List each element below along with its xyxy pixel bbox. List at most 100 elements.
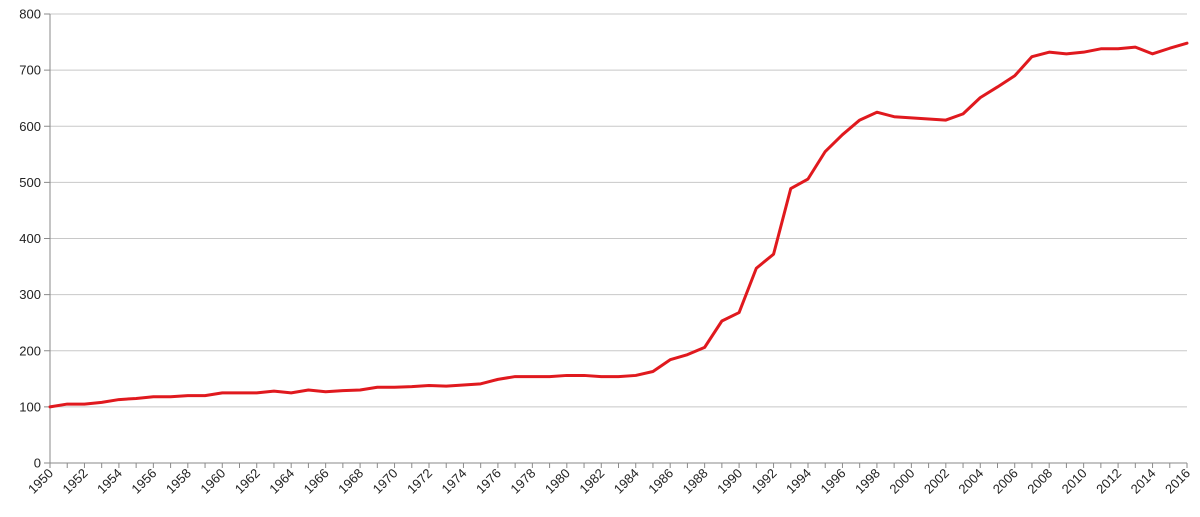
data-point [858,119,861,122]
x-tick-label: 1958 [163,466,194,497]
data-point [479,382,482,385]
x-tick-label: 1960 [197,466,228,497]
gridlines [50,13,1187,408]
x-tick-label: 2010 [1059,466,1090,497]
x-tick-label: 1996 [818,466,849,497]
data-point [410,385,413,388]
data-point [1030,55,1033,58]
x-tick-label: 1972 [404,466,435,497]
data-point [875,111,878,114]
data-point [1013,74,1016,77]
data-point [1134,46,1137,49]
data-point [1186,42,1189,45]
data-point [341,389,344,392]
data-point [514,375,517,378]
y-tick-label: 400 [19,231,41,246]
x-tick-label: 1966 [301,466,332,497]
x-tick-label: 1974 [439,466,470,497]
data-point [238,391,241,394]
data-point [755,267,758,270]
data-point [393,386,396,389]
data-point [49,405,52,408]
x-tick-label: 2000 [886,466,917,497]
x-tick-label: 1970 [370,466,401,497]
x-tick-label: 2014 [1128,466,1159,497]
x-tick-label: 1962 [232,466,263,497]
data-point [738,311,741,314]
y-axis-tick-labels: 0 100 200 300 400 500 600 700 800 [19,7,41,471]
data-point [66,403,69,406]
x-tick-label: 1982 [576,466,607,497]
data-point [221,391,224,394]
data-point [651,370,654,373]
axes [44,13,1188,468]
data-point [204,394,207,397]
data-point [703,346,706,349]
data-point [83,403,86,406]
x-tick-label: 1956 [128,466,159,497]
data-point [117,398,120,401]
y-tick-label: 700 [19,63,41,78]
x-tick-label: 2016 [1162,466,1193,497]
y-tick-label: 300 [19,287,41,302]
data-point [272,390,275,393]
data-point [531,375,534,378]
data-point [720,320,723,323]
x-tick-label: 1954 [94,466,125,497]
data-point [1048,51,1051,54]
x-axis-tick-labels: 1950 1952 1954 1956 1958 1960 1962 1964 1966 1968… [25,466,1193,497]
x-tick-label: 1964 [266,466,297,497]
data-point [789,187,792,190]
data-point [1099,47,1102,50]
data-point [669,358,672,361]
x-tick-label: 1994 [783,466,814,497]
data-point [462,383,465,386]
data-point [600,375,603,378]
x-tick-label: 1980 [542,466,573,497]
y-tick-label: 0 [34,456,41,471]
data-point [428,384,431,387]
data-point [1117,47,1120,50]
x-tick-label: 2012 [1093,466,1124,497]
x-tick-label: 1984 [611,466,642,497]
data-point [152,395,155,398]
data-point [376,386,379,389]
data-point [1065,52,1068,55]
data-point [910,116,913,119]
data-point [617,375,620,378]
data-point [1082,51,1085,54]
x-tick-label: 1990 [714,466,745,497]
data-point [962,112,965,115]
data-point [445,385,448,388]
data-point [807,178,810,181]
data-point [135,397,138,400]
data-point [1151,52,1154,55]
x-tick-label: 2006 [990,466,1021,497]
x-tick-label: 1986 [645,466,676,497]
data-point [824,150,827,153]
x-tick-label: 2002 [921,466,952,497]
data-point [841,133,844,136]
x-tick-label: 1992 [749,466,780,497]
y-tick-label: 600 [19,119,41,134]
data-point [255,391,258,394]
series-layer [48,41,1189,409]
y-tick-label: 100 [19,399,41,414]
data-point [169,395,172,398]
x-tick-label: 1988 [680,466,711,497]
data-point [565,374,568,377]
x-tick-label: 2008 [1024,466,1055,497]
data-point [686,353,689,356]
data-point [307,389,310,392]
y-tick-label: 500 [19,175,41,190]
data-point [324,390,327,393]
series-line-0 [48,41,1189,409]
data-point [979,96,982,99]
x-tick-label: 1998 [852,466,883,497]
data-point [359,389,362,392]
x-tick-label: 2004 [955,466,986,497]
y-tick-label: 200 [19,343,41,358]
data-point [996,85,999,88]
x-tick-label: 1976 [473,466,504,497]
